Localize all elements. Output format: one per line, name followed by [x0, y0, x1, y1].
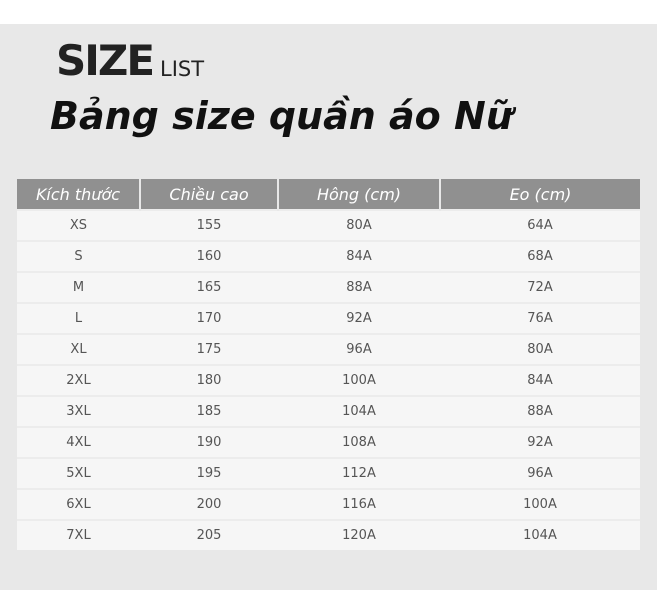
cell-waist: 104A	[440, 519, 640, 550]
table-row: XL 175 96A 80A	[17, 333, 640, 365]
header-hip: Hông (cm)	[278, 179, 441, 210]
cell-size: M	[17, 271, 140, 303]
cell-height: 155	[140, 209, 278, 241]
cell-waist: 84A	[440, 364, 640, 396]
cell-waist: 76A	[440, 302, 640, 334]
cell-height: 165	[140, 271, 278, 303]
cell-height: 185	[140, 395, 278, 427]
cell-height: 205	[140, 519, 278, 550]
cell-size: 4XL	[17, 426, 140, 458]
size-table: Kích thước Chiều cao Hông (cm) Eo (cm) X…	[17, 179, 640, 550]
cell-size: XL	[17, 333, 140, 365]
header-size: Kích thước	[17, 179, 141, 210]
size-heading: SIZE	[56, 36, 155, 85]
table-row: 2XL 180 100A 84A	[17, 364, 640, 396]
cell-waist: 64A	[440, 209, 640, 241]
cell-height: 195	[140, 457, 278, 489]
cell-waist: 96A	[440, 457, 640, 489]
cell-size: S	[17, 240, 140, 272]
cell-waist: 80A	[440, 333, 640, 365]
cell-hip: 108A	[278, 426, 440, 458]
cell-size: XS	[17, 209, 140, 241]
cell-hip: 92A	[278, 302, 440, 334]
table-row: XS 155 80A 64A	[17, 209, 640, 241]
list-subheading: LIST	[160, 57, 205, 81]
cell-waist: 68A	[440, 240, 640, 272]
cell-waist: 88A	[440, 395, 640, 427]
cell-hip: 80A	[278, 209, 440, 241]
cell-height: 200	[140, 488, 278, 520]
table-row: S 160 84A 68A	[17, 240, 640, 272]
cell-hip: 104A	[278, 395, 440, 427]
page-title: Bảng size quần áo Nữ	[50, 94, 513, 138]
cell-waist: 92A	[440, 426, 640, 458]
cell-hip: 116A	[278, 488, 440, 520]
cell-hip: 96A	[278, 333, 440, 365]
cell-size: L	[17, 302, 140, 334]
table-row: 3XL 185 104A 88A	[17, 395, 640, 427]
cell-height: 170	[140, 302, 278, 334]
cell-size: 3XL	[17, 395, 140, 427]
table-row: L 170 92A 76A	[17, 302, 640, 334]
cell-hip: 84A	[278, 240, 440, 272]
table-row: 6XL 200 116A 100A	[17, 488, 640, 520]
cell-hip: 88A	[278, 271, 440, 303]
cell-size: 6XL	[17, 488, 140, 520]
header-height: Chiều cao	[140, 179, 279, 210]
cell-height: 160	[140, 240, 278, 272]
cell-hip: 120A	[278, 519, 440, 550]
cell-hip: 100A	[278, 364, 440, 396]
cell-size: 2XL	[17, 364, 140, 396]
cell-size: 5XL	[17, 457, 140, 489]
cell-size: 7XL	[17, 519, 140, 550]
cell-height: 175	[140, 333, 278, 365]
table-row: M 165 88A 72A	[17, 271, 640, 303]
header-waist: Eo (cm)	[440, 179, 640, 210]
cell-hip: 112A	[278, 457, 440, 489]
table-header-row: Kích thước Chiều cao Hông (cm) Eo (cm)	[17, 179, 640, 210]
cell-waist: 72A	[440, 271, 640, 303]
table-row: 5XL 195 112A 96A	[17, 457, 640, 489]
cell-height: 190	[140, 426, 278, 458]
cell-waist: 100A	[440, 488, 640, 520]
table-row: 7XL 205 120A 104A	[17, 519, 640, 550]
cell-height: 180	[140, 364, 278, 396]
table-row: 4XL 190 108A 92A	[17, 426, 640, 458]
